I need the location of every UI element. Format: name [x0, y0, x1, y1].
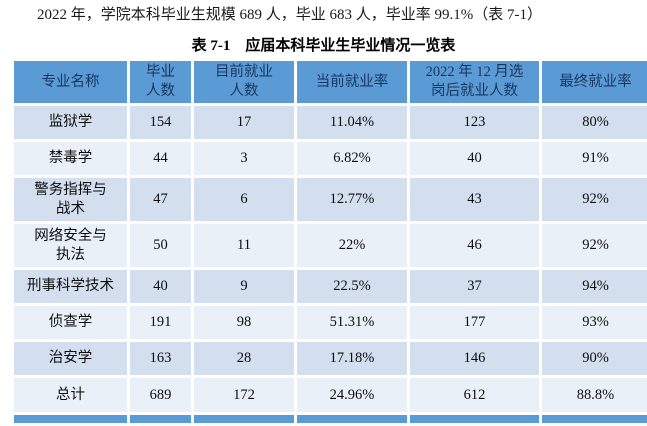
value-cell: 40	[410, 142, 539, 175]
value-cell: 12.77%	[297, 178, 407, 221]
value-cell: 43	[410, 178, 539, 221]
major-cell: 总计	[14, 378, 127, 412]
table-row: 侦查学 191 98 51.31% 177 93%	[14, 306, 647, 339]
value-cell: 92%	[542, 178, 647, 221]
major-cell: 侦查学	[14, 306, 127, 339]
column-header: 目前就业 人数	[194, 61, 294, 103]
column-header: 毕业 人数	[130, 61, 191, 103]
table-body: 监狱学 154 17 11.04% 123 80% 禁毒学 44 3 6.82% 40 91% 警务指挥…	[14, 106, 647, 423]
value-cell: 11	[194, 224, 294, 267]
value-cell: 17	[194, 106, 294, 139]
major-cell: 治安学	[14, 342, 127, 375]
cutoff-cell	[542, 415, 647, 423]
value-cell: 191	[130, 306, 191, 339]
cutoff-cell	[130, 415, 191, 423]
value-cell: 98	[194, 306, 294, 339]
table-title: 表 7-1 应届本科毕业生毕业情况一览表	[191, 38, 456, 54]
table-row: 警务指挥与 战术 47 6 12.77% 43 92%	[14, 178, 647, 221]
value-cell: 92%	[542, 224, 647, 267]
value-cell: 123	[410, 106, 539, 139]
value-cell: 172	[194, 378, 294, 412]
major-cell: 警务指挥与 战术	[14, 178, 127, 221]
major-cell: 刑事科学技术	[14, 270, 127, 303]
major-cell: 监狱学	[14, 106, 127, 139]
cutoff-cell	[297, 415, 407, 423]
header-row: 专业名称 毕业 人数 目前就业 人数 当前就业率 2022 年 12 月选 岗后就业人数…	[14, 61, 647, 103]
value-cell: 689	[130, 378, 191, 412]
major-cell: 网络安全与 执法	[14, 224, 127, 267]
table-row: 网络安全与 执法 50 11 22% 46 92%	[14, 224, 647, 267]
value-cell: 11.04%	[297, 106, 407, 139]
value-cell: 28	[194, 342, 294, 375]
cutoff-row	[14, 415, 647, 423]
value-cell: 9	[194, 270, 294, 303]
value-cell: 88.8%	[542, 378, 647, 412]
value-cell: 6	[194, 178, 294, 221]
value-cell: 44	[130, 142, 191, 175]
value-cell: 40	[130, 270, 191, 303]
value-cell: 177	[410, 306, 539, 339]
value-cell: 612	[410, 378, 539, 412]
value-cell: 6.82%	[297, 142, 407, 175]
value-cell: 46	[410, 224, 539, 267]
value-cell: 163	[130, 342, 191, 375]
value-cell: 47	[130, 178, 191, 221]
value-cell: 3	[194, 142, 294, 175]
value-cell: 146	[410, 342, 539, 375]
value-cell: 24.96%	[297, 378, 407, 412]
value-cell: 154	[130, 106, 191, 139]
table-row: 总计 689 172 24.96% 612 88.8%	[14, 378, 647, 412]
value-cell: 94%	[542, 270, 647, 303]
column-header: 专业名称	[14, 61, 127, 103]
value-cell: 22%	[297, 224, 407, 267]
value-cell: 37	[410, 270, 539, 303]
table-row: 治安学 163 28 17.18% 146 90%	[14, 342, 647, 375]
table-row: 刑事科学技术 40 9 22.5% 37 94%	[14, 270, 647, 303]
graduates-table: 专业名称 毕业 人数 目前就业 人数 当前就业率 2022 年 12 月选 岗后就业人数…	[11, 58, 647, 426]
document-page: 2022 年，学院本科毕业生规模 689 人，毕业 683 人，毕业率 99.1…	[0, 5, 647, 426]
cutoff-cell	[410, 415, 539, 423]
value-cell: 90%	[542, 342, 647, 375]
column-header: 最终就业率	[542, 61, 647, 103]
cutoff-cell	[194, 415, 294, 423]
column-header: 2022 年 12 月选 岗后就业人数	[410, 61, 539, 103]
value-cell: 91%	[542, 142, 647, 175]
column-header: 当前就业率	[297, 61, 407, 103]
value-cell: 80%	[542, 106, 647, 139]
value-cell: 17.18%	[297, 342, 407, 375]
value-cell: 50	[130, 224, 191, 267]
intro-paragraph: 2022 年，学院本科毕业生规模 689 人，毕业 683 人，毕业率 99.1…	[37, 7, 542, 23]
table-row: 禁毒学 44 3 6.82% 40 91%	[14, 142, 647, 175]
major-cell: 禁毒学	[14, 142, 127, 175]
value-cell: 22.5%	[297, 270, 407, 303]
value-cell: 51.31%	[297, 306, 407, 339]
value-cell: 93%	[542, 306, 647, 339]
table-row: 监狱学 154 17 11.04% 123 80%	[14, 106, 647, 139]
cutoff-cell	[14, 415, 127, 423]
